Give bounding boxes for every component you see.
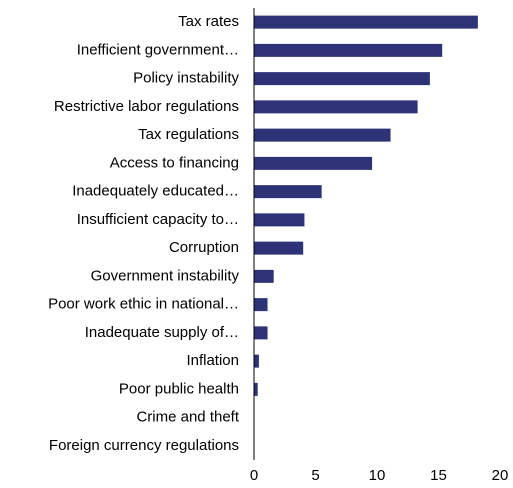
bar — [254, 298, 268, 312]
bar — [254, 326, 268, 340]
category-label: Policy instability — [133, 70, 239, 87]
x-tick-label: 15 — [430, 467, 447, 484]
bar — [254, 15, 478, 29]
category-labels: Tax rates Inefficient government… Policy i… — [48, 13, 240, 454]
category-label: Crime and theft — [136, 409, 239, 426]
category-label: Poor public health — [119, 380, 239, 397]
category-label: Poor work ethic in national… — [48, 296, 239, 313]
category-label: Inefficient government… — [77, 41, 239, 58]
bars — [254, 15, 478, 396]
bar — [254, 213, 305, 227]
x-tick-label: 5 — [311, 467, 319, 484]
category-label: Tax regulations — [138, 126, 239, 143]
category-label: Insufficient capacity to… — [77, 211, 239, 228]
category-label: Corruption — [169, 239, 239, 256]
bar — [254, 382, 258, 396]
x-tick-label: 20 — [492, 467, 509, 484]
category-label: Inflation — [186, 352, 239, 369]
x-tick-label: 10 — [369, 467, 386, 484]
x-tick-label: 0 — [250, 467, 258, 484]
bar — [254, 269, 274, 283]
bar — [254, 185, 322, 199]
category-label: Inadequate supply of… — [85, 324, 239, 341]
bar — [254, 128, 391, 142]
bar — [254, 100, 418, 114]
category-label: Inadequately educated… — [72, 183, 239, 200]
category-label: Access to financing — [110, 154, 239, 171]
bar — [254, 156, 373, 170]
bar — [254, 72, 430, 86]
category-label: Restrictive labor regulations — [54, 98, 239, 115]
category-label: Tax rates — [178, 13, 239, 30]
bar — [254, 241, 304, 255]
x-tick-labels: 0 5 10 15 20 — [250, 467, 509, 484]
bar — [254, 43, 443, 57]
bar — [254, 354, 259, 368]
category-label: Foreign currency regulations — [49, 437, 239, 454]
category-label: Government instability — [91, 267, 240, 284]
